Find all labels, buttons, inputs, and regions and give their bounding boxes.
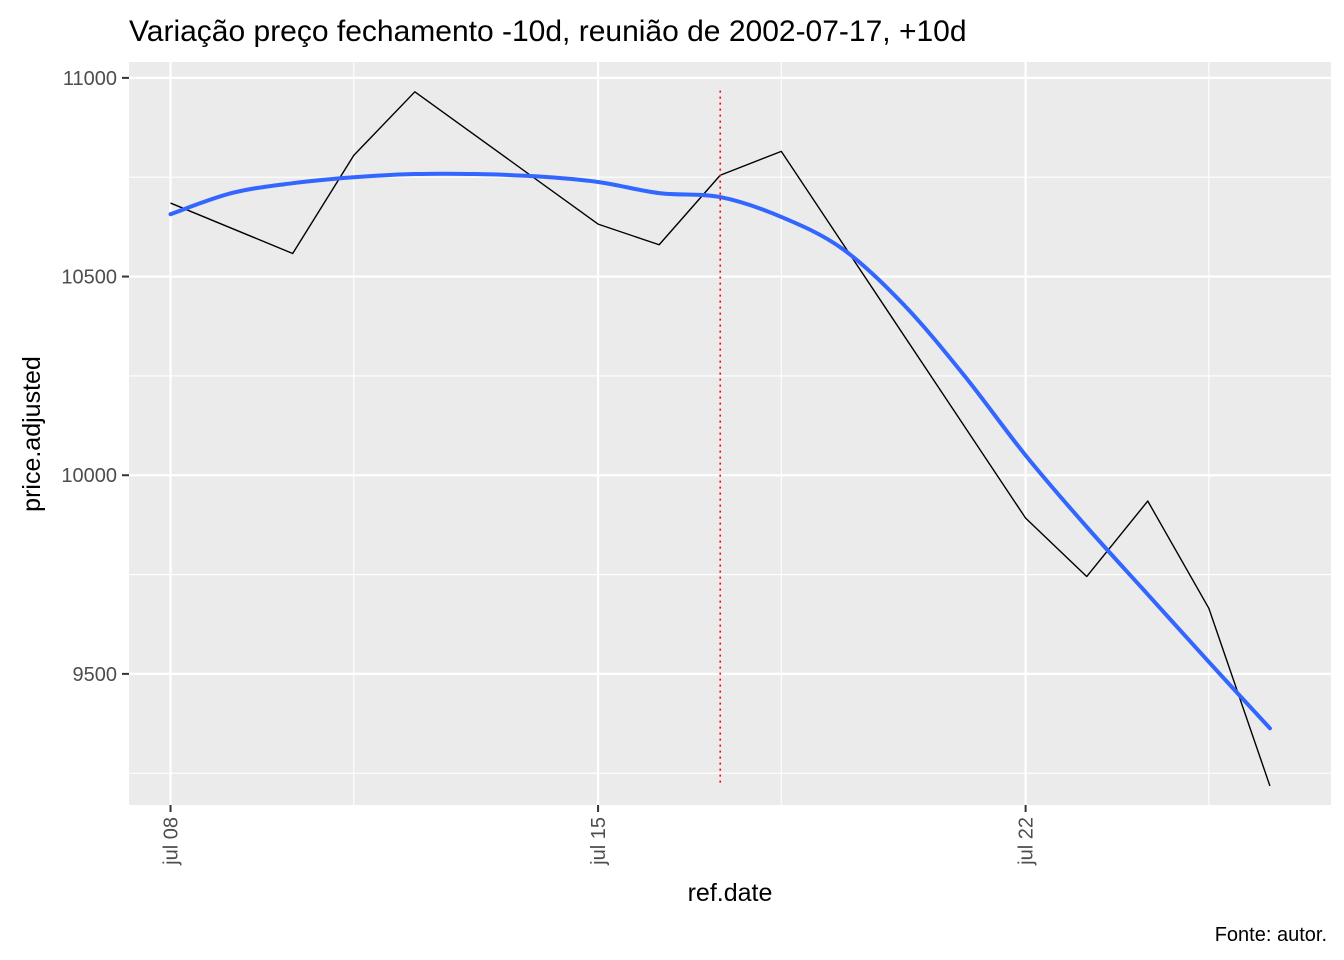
x-tick-label: jul 08 (161, 817, 183, 866)
x-axis-title: ref.date (688, 879, 773, 907)
y-tick-label: 9500 (73, 664, 118, 686)
plot-panel (129, 62, 1331, 805)
y-axis-ticks: 9500 10000 10500 11000 (61, 68, 129, 686)
chart-title: Variação preço fechamento -10d, reunião … (129, 15, 967, 48)
chart-caption: Fonte: autor. (1215, 924, 1327, 946)
y-tick-label: 11000 (63, 68, 117, 90)
series-layer (168, 90, 1272, 787)
y-tick-label: 10500 (61, 267, 117, 289)
y-tick-label: 10000 (61, 465, 117, 487)
major-gridlines (129, 62, 1331, 805)
x-axis-ticks: jul 08 jul 15 jul 22 (161, 805, 1038, 866)
x-tick-label: jul 15 (588, 817, 610, 866)
x-tick-label: jul 22 (1016, 817, 1038, 866)
smooth-trend-line (168, 171, 1272, 731)
y-axis-title: price.adjusted (18, 356, 46, 512)
